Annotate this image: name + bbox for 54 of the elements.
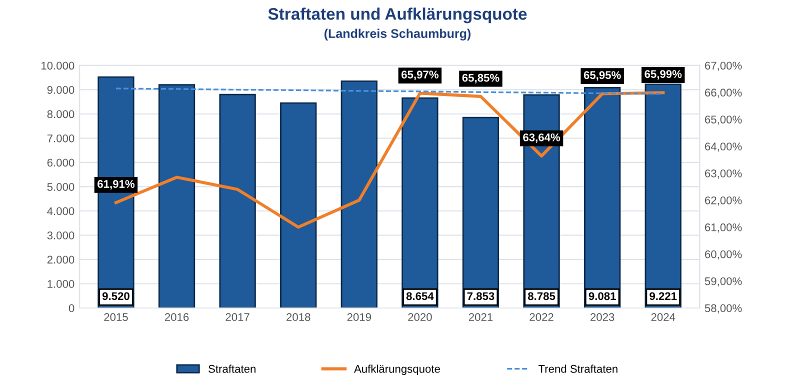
chart-subtitle: (Landkreis Schaumburg): [324, 28, 471, 41]
x-tick-label: 2019: [347, 313, 371, 322]
x-tick-label: 2021: [468, 313, 493, 322]
x-tick-label: 2016: [164, 313, 189, 322]
y2-tick-label: 61,00%: [705, 223, 742, 233]
y-tick-label: 0: [68, 304, 74, 312]
data-label: 9.221: [650, 292, 677, 300]
x-tick-label: 2024: [651, 313, 676, 322]
data-label: 65,85%: [462, 74, 500, 84]
bar: [462, 116, 500, 308]
data-label: 9.081: [588, 292, 616, 300]
y2-tick-label: 67,00%: [705, 62, 742, 71]
y-tick-label: 1.000: [48, 280, 74, 288]
y2-tick-label: 65,00%: [705, 116, 742, 125]
x-tick-label: 2022: [530, 313, 554, 322]
x-tick-label: 2017: [226, 313, 250, 322]
y2-tick-label: 60,00%: [705, 250, 742, 260]
y-tick-label: 9.000: [47, 86, 74, 94]
y2-tick-label: 59,00%: [704, 277, 742, 286]
data-label: 65,99%: [644, 70, 682, 80]
y-tick-label: 6.000: [47, 158, 74, 167]
x-tick-label: 2020: [408, 313, 432, 322]
bar: [280, 102, 317, 308]
bar: [340, 80, 378, 308]
y-tick-label: 3.000: [47, 232, 74, 240]
bar: [158, 84, 196, 308]
x-tick-label: 2023: [590, 313, 614, 322]
legend-label: Trend Straftaten: [538, 364, 618, 373]
y-tick-label: 2.000: [47, 256, 74, 264]
data-label: 8.654: [406, 292, 434, 300]
y2-tick-label: 58,00%: [704, 304, 742, 314]
data-label: 63,64%: [523, 133, 560, 143]
y2-tick-label: 62,00%: [705, 196, 742, 206]
y-tick-label: 5.000: [47, 182, 74, 191]
x-tick-label: 2018: [286, 313, 310, 322]
y-tick-label: 10.000: [42, 62, 74, 70]
data-label: 9.520: [102, 292, 130, 300]
data-label: 8.785: [528, 292, 556, 300]
data-label: 61,91%: [98, 180, 135, 190]
x-tick-label: 2015: [104, 313, 128, 322]
data-label: 65,97%: [402, 70, 438, 80]
legend-label: Straftaten: [208, 364, 256, 373]
y2-tick-label: 63,00%: [705, 170, 742, 179]
bar: [584, 87, 621, 308]
data-label: 65,95%: [584, 71, 621, 81]
bar: [219, 94, 256, 308]
y2-tick-label: 64,00%: [705, 142, 742, 152]
y-tick-label: 7.000: [47, 134, 74, 142]
y-tick-label: 4.000: [47, 207, 74, 216]
y-tick-label: 8.000: [47, 110, 74, 118]
chart-title: Straftaten und Aufklärungsquote: [268, 8, 527, 24]
legend-label: Aufklärungsquote: [354, 364, 440, 375]
y2-tick-label: 66,00%: [705, 88, 742, 98]
data-label: 7.853: [467, 292, 494, 300]
